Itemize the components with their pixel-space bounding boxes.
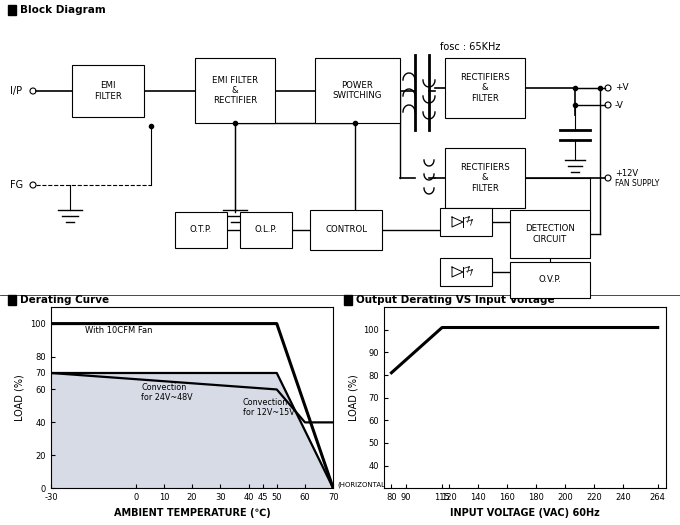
Text: Convection
for 24V~48V: Convection for 24V~48V — [141, 383, 193, 402]
Text: -V: -V — [615, 100, 624, 110]
Text: +12V: +12V — [615, 169, 638, 177]
Text: +V: +V — [615, 83, 628, 92]
Text: Output Derating VS Input Voltage: Output Derating VS Input Voltage — [356, 295, 555, 305]
Text: DETECTION
CIRCUIT: DETECTION CIRCUIT — [525, 224, 575, 244]
Text: I/P: I/P — [10, 86, 22, 96]
Bar — [8, 295, 16, 305]
Text: (HORIZONTAL): (HORIZONTAL) — [337, 482, 388, 488]
Text: FAN SUPPLY: FAN SUPPLY — [615, 178, 660, 187]
Bar — [175, 212, 227, 248]
Text: EMI
FILTER: EMI FILTER — [94, 81, 122, 101]
Text: O.V.P.: O.V.P. — [539, 276, 562, 285]
Bar — [440, 258, 492, 286]
Text: With 10CFM Fan: With 10CFM Fan — [85, 327, 152, 335]
X-axis label: AMBIENT TEMPERATURE (℃): AMBIENT TEMPERATURE (℃) — [114, 508, 271, 518]
Text: RECTIFIERS
&
FILTER: RECTIFIERS & FILTER — [460, 163, 510, 193]
Text: Block Diagram: Block Diagram — [20, 5, 106, 15]
Bar — [240, 212, 292, 248]
Text: RECTIFIERS
&
FILTER: RECTIFIERS & FILTER — [460, 73, 510, 103]
Bar — [445, 148, 525, 208]
Bar — [72, 65, 144, 117]
Bar — [445, 58, 525, 118]
Text: FG: FG — [10, 180, 23, 190]
Text: Convection
for 12V~15V: Convection for 12V~15V — [243, 398, 294, 417]
Text: O.T.P.: O.T.P. — [190, 226, 212, 235]
Bar — [440, 208, 492, 236]
Y-axis label: LOAD (%): LOAD (%) — [15, 374, 25, 421]
Text: POWER
SWITCHING: POWER SWITCHING — [333, 81, 382, 100]
Polygon shape — [51, 373, 333, 488]
Bar — [344, 295, 352, 305]
Bar — [195, 58, 275, 123]
Bar — [510, 262, 590, 298]
Y-axis label: LOAD (%): LOAD (%) — [348, 374, 358, 421]
Text: O.L.P.: O.L.P. — [254, 226, 277, 235]
Text: fosc : 65KHz: fosc : 65KHz — [440, 42, 500, 52]
Text: CONTROL: CONTROL — [325, 226, 367, 235]
Bar — [8, 5, 16, 15]
Text: EMI FILTER
&
RECTIFIER: EMI FILTER & RECTIFIER — [212, 76, 258, 106]
X-axis label: INPUT VOLTAGE (VAC) 60Hz: INPUT VOLTAGE (VAC) 60Hz — [450, 508, 600, 518]
Bar — [510, 210, 590, 258]
Text: Derating Curve: Derating Curve — [20, 295, 109, 305]
Bar — [315, 58, 400, 123]
Bar — [310, 210, 382, 250]
